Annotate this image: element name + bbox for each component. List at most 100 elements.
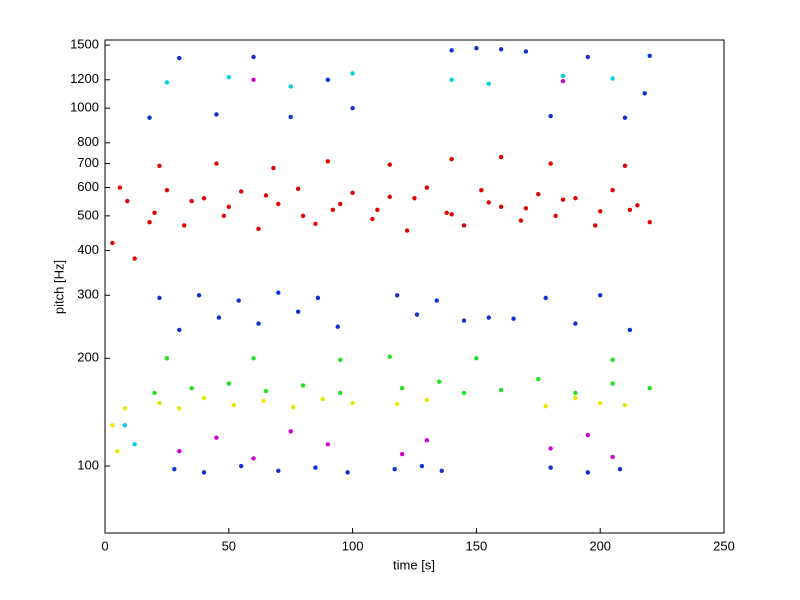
point bbox=[295, 309, 301, 314]
point bbox=[164, 356, 170, 361]
point bbox=[122, 423, 128, 428]
point bbox=[110, 423, 115, 428]
point bbox=[399, 385, 405, 391]
point bbox=[226, 204, 231, 210]
point bbox=[276, 201, 281, 207]
point bbox=[434, 298, 439, 303]
point bbox=[536, 191, 541, 197]
point bbox=[617, 466, 623, 472]
point bbox=[122, 406, 128, 411]
point bbox=[320, 396, 326, 402]
point bbox=[350, 190, 355, 195]
point bbox=[518, 218, 524, 223]
point bbox=[474, 356, 479, 361]
point bbox=[115, 449, 120, 454]
point bbox=[622, 115, 628, 120]
point bbox=[622, 402, 628, 408]
point bbox=[338, 390, 343, 396]
point bbox=[325, 442, 331, 447]
y-tick-label: 300 bbox=[77, 287, 99, 302]
point bbox=[251, 77, 256, 82]
point bbox=[461, 390, 467, 396]
point bbox=[335, 324, 340, 329]
point bbox=[486, 200, 491, 205]
point bbox=[627, 327, 633, 333]
point bbox=[585, 432, 591, 438]
point bbox=[610, 357, 615, 363]
x-tick-label: 0 bbox=[101, 538, 108, 553]
point bbox=[449, 77, 454, 82]
point bbox=[271, 165, 276, 171]
point bbox=[172, 466, 177, 472]
point bbox=[226, 75, 231, 80]
point bbox=[157, 163, 162, 169]
point bbox=[394, 401, 400, 407]
point bbox=[164, 80, 170, 85]
point bbox=[548, 446, 553, 451]
point bbox=[157, 400, 162, 406]
point bbox=[424, 185, 430, 190]
point bbox=[177, 449, 182, 454]
point bbox=[449, 48, 454, 53]
point bbox=[125, 198, 130, 204]
point bbox=[330, 207, 335, 212]
point bbox=[461, 318, 467, 323]
point bbox=[251, 456, 256, 461]
point bbox=[573, 390, 578, 396]
point bbox=[642, 91, 647, 96]
point bbox=[573, 196, 578, 201]
point bbox=[585, 54, 591, 60]
point bbox=[216, 315, 222, 320]
point bbox=[182, 223, 187, 228]
point bbox=[647, 53, 652, 59]
point bbox=[424, 397, 430, 403]
point bbox=[635, 203, 640, 208]
x-tick-label: 150 bbox=[466, 538, 488, 553]
y-tick-label: 1500 bbox=[70, 37, 99, 52]
point bbox=[276, 468, 281, 473]
point bbox=[560, 73, 566, 79]
point bbox=[498, 204, 504, 210]
point bbox=[486, 315, 491, 320]
point bbox=[338, 201, 343, 207]
point bbox=[214, 112, 219, 117]
y-tick-label: 700 bbox=[77, 155, 99, 170]
point bbox=[560, 197, 566, 202]
point bbox=[201, 470, 207, 475]
point bbox=[256, 226, 261, 232]
point bbox=[399, 451, 405, 457]
point bbox=[177, 406, 182, 411]
point bbox=[251, 356, 256, 361]
point bbox=[610, 76, 615, 81]
point bbox=[261, 398, 266, 404]
point bbox=[387, 354, 392, 359]
point bbox=[338, 357, 343, 363]
point bbox=[622, 163, 628, 169]
point bbox=[350, 71, 355, 76]
point bbox=[147, 220, 152, 225]
point bbox=[543, 403, 548, 409]
point bbox=[627, 207, 633, 212]
point bbox=[412, 196, 417, 201]
point bbox=[177, 55, 182, 61]
point bbox=[647, 220, 652, 225]
y-tick-label: 1000 bbox=[70, 100, 99, 115]
point bbox=[449, 212, 454, 217]
point bbox=[461, 223, 467, 228]
x-tick-label: 100 bbox=[342, 538, 364, 553]
point bbox=[157, 295, 162, 301]
point bbox=[370, 216, 375, 222]
point bbox=[350, 400, 355, 406]
point bbox=[523, 206, 529, 211]
y-tick-label: 200 bbox=[77, 350, 99, 365]
point bbox=[511, 316, 516, 321]
point bbox=[132, 442, 137, 447]
point bbox=[387, 162, 392, 167]
y-tick-label: 400 bbox=[77, 242, 99, 257]
point bbox=[350, 105, 355, 111]
point bbox=[313, 221, 318, 227]
point bbox=[444, 210, 449, 215]
point bbox=[543, 295, 548, 301]
point bbox=[290, 405, 296, 410]
point bbox=[414, 312, 420, 317]
